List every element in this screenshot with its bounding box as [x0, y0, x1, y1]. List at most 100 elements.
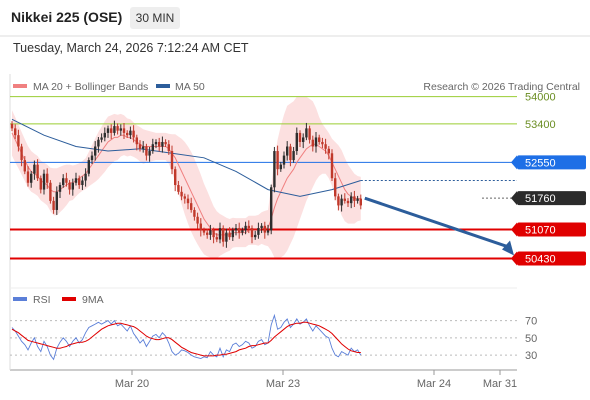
- candle-body: [90, 155, 94, 161]
- candle-body: [327, 148, 330, 154]
- candle-body: [337, 196, 340, 206]
- candle-body: [254, 234, 257, 238]
- candle-body: [151, 144, 154, 152]
- legend-rsi-ma-label: 9MA: [82, 294, 104, 306]
- x-axis-ticks: Mar 20 Mar 23 Mar 24 Mar 31: [115, 370, 517, 390]
- candle-body: [87, 160, 90, 174]
- candle-body: [126, 132, 129, 136]
- candle-body: [218, 228, 222, 240]
- candle-body: [158, 141, 161, 147]
- candle-body: [311, 139, 314, 147]
- candle-body: [20, 146, 23, 161]
- candle-body: [39, 178, 42, 190]
- price-levels: [10, 96, 586, 260]
- legend-rsi-ma-swatch: [62, 297, 76, 301]
- candle-body: [52, 200, 55, 210]
- candle-body: [222, 228, 225, 242]
- candle-body: [68, 182, 71, 190]
- candle-body: [100, 137, 103, 140]
- candle-body: [286, 146, 289, 156]
- candle-body: [314, 137, 318, 147]
- candle-body: [279, 164, 282, 170]
- candle-body: [273, 151, 276, 188]
- candle-body: [282, 155, 286, 165]
- candle-body: [257, 228, 260, 235]
- rsi-tick-label: 70: [525, 316, 537, 328]
- candle-body: [138, 144, 142, 149]
- level-label-bg: [517, 155, 586, 170]
- level-label-50430: 50430: [525, 253, 556, 265]
- rsi-tick-label: 50: [525, 333, 537, 345]
- level-label-51760: 51760: [525, 193, 556, 205]
- candle-body: [183, 196, 186, 199]
- level-label-54000: 54000: [525, 92, 556, 104]
- candles: [10, 120, 362, 248]
- candle-body: [215, 237, 218, 240]
- candle-body: [129, 130, 132, 136]
- candle-body: [305, 128, 308, 138]
- candle-body: [33, 164, 36, 174]
- candle-body: [234, 228, 238, 231]
- candle-body: [231, 230, 234, 238]
- candle-body: [196, 216, 199, 224]
- candle-body: [161, 141, 164, 147]
- candle-body: [122, 128, 126, 133]
- legend-ma50-label: MA 50: [175, 81, 205, 93]
- candle-body: [145, 146, 148, 156]
- candle-body: [58, 185, 62, 192]
- candle-body: [10, 123, 14, 129]
- candle-body: [238, 228, 241, 233]
- level-label-pointer: [511, 222, 517, 237]
- candle-body: [292, 151, 295, 161]
- legend-ma50-swatch: [156, 84, 170, 88]
- x-tick-label: Mar 23: [266, 378, 300, 390]
- level-label-bg: [517, 222, 586, 237]
- timeframe-button[interactable]: 30 MIN: [130, 7, 180, 29]
- candle-body: [308, 128, 311, 140]
- forecast-arrow-head: [502, 240, 514, 256]
- candle-body: [36, 164, 39, 179]
- candle-body: [132, 130, 135, 138]
- candle-body: [74, 178, 78, 183]
- candle-body: [142, 146, 145, 149]
- candle-body: [94, 146, 97, 156]
- candle-body: [110, 128, 113, 133]
- candle-body: [247, 225, 250, 229]
- candle-body: [26, 171, 30, 183]
- chart-header: Nikkei 225 (OSE) 30 MIN: [0, 0, 590, 36]
- candle-body: [302, 137, 305, 142]
- x-tick-label: Mar 20: [115, 378, 149, 390]
- level-label-52550: 52550: [525, 157, 556, 169]
- candle-body: [14, 128, 17, 136]
- candle-body: [263, 225, 266, 233]
- level-label-53400: 53400: [525, 119, 556, 131]
- candle-body: [17, 135, 20, 147]
- candle-body: [103, 132, 106, 138]
- candle-body: [193, 209, 196, 217]
- level-label-pointer: [511, 191, 517, 206]
- candle-body: [334, 178, 337, 197]
- level-label-51070: 51070: [525, 224, 556, 236]
- candle-body: [30, 173, 33, 183]
- candle-body: [244, 225, 247, 231]
- candle-body: [62, 178, 65, 186]
- candle-body: [289, 146, 292, 161]
- candle-body: [343, 198, 346, 201]
- level-label-pointer: [511, 251, 517, 266]
- level-labels: 54000 53400 52550 51760 51070 50430: [511, 92, 586, 266]
- candle-body: [84, 173, 87, 181]
- candle-body: [212, 230, 215, 238]
- candle-body: [42, 173, 46, 190]
- candle-body: [65, 178, 68, 183]
- candle-body: [359, 198, 362, 206]
- candle-body: [49, 182, 52, 201]
- watermark: Research © 2026 Trading Central: [423, 81, 580, 93]
- candle-body: [270, 187, 273, 231]
- candle-body: [295, 132, 298, 152]
- legend-bollinger-label: MA 20 + Bollinger Bands: [33, 81, 148, 93]
- candle-body: [106, 128, 110, 133]
- bollinger-band-area: [12, 96, 361, 259]
- candle-body: [276, 151, 279, 170]
- candle-body: [340, 198, 343, 206]
